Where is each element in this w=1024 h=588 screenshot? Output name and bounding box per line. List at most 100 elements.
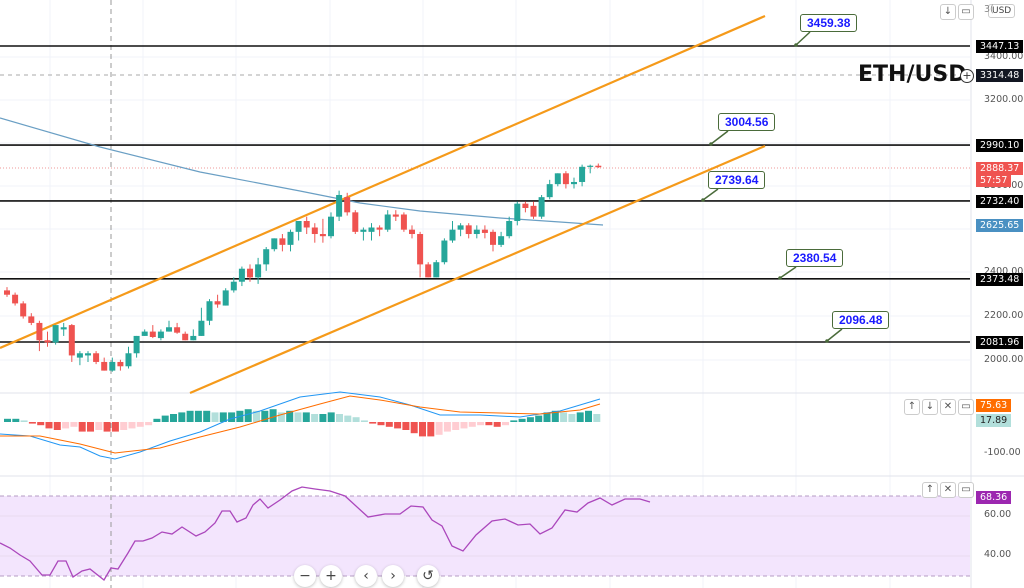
price-tag: 2888.37 bbox=[976, 162, 1024, 175]
candle bbox=[12, 292, 19, 306]
candle bbox=[368, 223, 375, 241]
candle bbox=[4, 287, 10, 297]
candle bbox=[20, 301, 27, 319]
candle bbox=[149, 325, 156, 339]
candle bbox=[60, 322, 67, 336]
move-up-icon[interactable]: ↑ bbox=[904, 399, 920, 415]
candle bbox=[571, 177, 577, 189]
candle bbox=[433, 260, 440, 278]
candle bbox=[441, 238, 448, 265]
candle bbox=[465, 223, 472, 239]
candle bbox=[76, 351, 83, 366]
candle bbox=[554, 173, 561, 187]
price-tag: 2990.10 bbox=[976, 139, 1024, 152]
candle bbox=[271, 238, 278, 252]
price-callout[interactable]: 2380.54 bbox=[786, 249, 844, 267]
price-tag: 57:57 bbox=[976, 174, 1012, 187]
candle bbox=[222, 288, 229, 306]
price-tag: 2732.40 bbox=[976, 195, 1024, 208]
candle bbox=[473, 225, 480, 239]
close-icon[interactable]: ✕ bbox=[940, 399, 956, 415]
price-axis-tick: 2400.00 bbox=[984, 266, 1024, 277]
candle bbox=[44, 331, 51, 347]
candle bbox=[263, 247, 270, 271]
candle bbox=[595, 163, 602, 168]
candle bbox=[28, 313, 35, 326]
candle bbox=[230, 277, 237, 293]
candle bbox=[117, 359, 124, 371]
candle bbox=[133, 335, 140, 358]
zoom-out-button[interactable]: − bbox=[294, 565, 316, 587]
price-callout[interactable]: 3004.56 bbox=[718, 113, 776, 131]
price-axis-tick: 3200.00 bbox=[984, 94, 1024, 105]
price-callout[interactable]: 2096.48 bbox=[832, 311, 890, 329]
move-up-icon[interactable]: ↑ bbox=[922, 482, 938, 498]
candle bbox=[182, 331, 189, 341]
candle bbox=[206, 299, 213, 326]
candle bbox=[417, 231, 424, 278]
candle bbox=[109, 357, 116, 372]
rsi-value-tag: 68.36 bbox=[976, 491, 1012, 504]
candle bbox=[400, 212, 407, 232]
candle bbox=[247, 264, 253, 282]
candle bbox=[328, 212, 334, 239]
candle bbox=[238, 266, 245, 287]
candle bbox=[376, 225, 383, 237]
rsi-axis-tick: 60.00 bbox=[984, 509, 1012, 520]
price-callout[interactable]: 2739.64 bbox=[708, 171, 766, 189]
candle bbox=[174, 322, 181, 334]
candle bbox=[336, 190, 343, 222]
candle bbox=[101, 357, 108, 371]
candle bbox=[279, 234, 286, 252]
reset-chart-button[interactable]: ↺ bbox=[417, 565, 439, 587]
scroll-right-button[interactable]: › bbox=[382, 565, 404, 587]
macd-value-tag: 75.63 bbox=[976, 399, 1012, 412]
candle bbox=[295, 221, 302, 241]
candle bbox=[319, 218, 326, 243]
candle bbox=[360, 227, 367, 241]
candle bbox=[125, 346, 132, 369]
candle bbox=[198, 307, 205, 336]
candle bbox=[255, 257, 262, 284]
candle bbox=[498, 231, 505, 248]
candle bbox=[190, 329, 197, 341]
candle bbox=[141, 329, 148, 336]
candle bbox=[93, 351, 100, 365]
scroll-down-icon[interactable]: ↓ bbox=[940, 4, 956, 20]
close-icon[interactable]: ✕ bbox=[940, 482, 956, 498]
zoom-in-button[interactable]: + bbox=[320, 565, 342, 587]
maximize-icon[interactable]: ▭ bbox=[958, 482, 974, 498]
candle bbox=[425, 262, 432, 278]
candle bbox=[481, 225, 488, 239]
currency-label[interactable]: USD bbox=[988, 4, 1016, 18]
price-axis-tick: 3400.00 bbox=[984, 51, 1024, 62]
candle bbox=[587, 164, 594, 174]
macd-axis-tick: -100.00 bbox=[984, 447, 1021, 458]
add-plus-icon[interactable]: + bbox=[960, 69, 974, 83]
candle bbox=[344, 192, 351, 216]
candle bbox=[166, 320, 172, 332]
candle bbox=[85, 351, 91, 362]
symbol-title: ETH/USD bbox=[858, 62, 967, 87]
maximize-icon[interactable]: ▭ bbox=[958, 4, 974, 20]
price-callout[interactable]: 3459.38 bbox=[800, 14, 858, 32]
candle bbox=[490, 229, 496, 252]
candle bbox=[384, 210, 391, 232]
move-down-icon[interactable]: ↓ bbox=[922, 399, 938, 415]
candle bbox=[287, 229, 294, 252]
price-tag: 2625.65 bbox=[976, 219, 1024, 232]
candle bbox=[579, 164, 586, 187]
candle bbox=[409, 225, 415, 239]
scroll-left-button[interactable]: ‹ bbox=[355, 565, 377, 587]
candle bbox=[352, 210, 359, 235]
candle bbox=[392, 210, 399, 222]
price-axis-tick: 2000.00 bbox=[984, 354, 1024, 365]
candle bbox=[457, 223, 464, 237]
price-tag: 3447.13 bbox=[976, 40, 1024, 53]
price-axis-tick: 2200.00 bbox=[984, 310, 1024, 321]
candle bbox=[538, 194, 545, 219]
candle bbox=[68, 323, 75, 362]
maximize-icon[interactable]: ▭ bbox=[958, 399, 974, 415]
candle bbox=[522, 201, 529, 213]
